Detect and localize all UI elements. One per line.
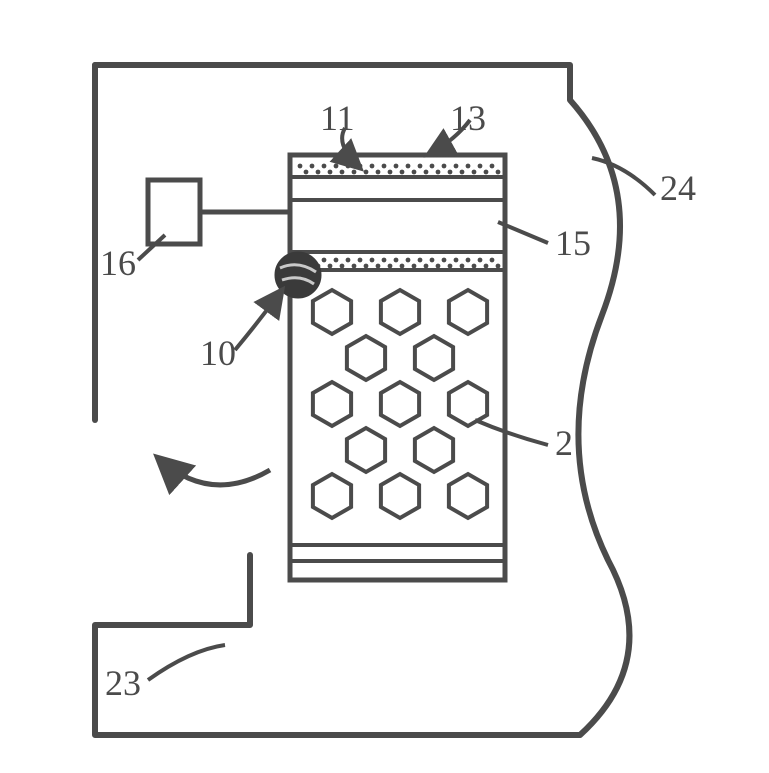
label-2: 2 bbox=[555, 423, 573, 463]
flow-arrow bbox=[158, 458, 270, 485]
leader-23 bbox=[148, 645, 225, 680]
leader-24 bbox=[592, 158, 655, 195]
leader-16 bbox=[138, 235, 165, 260]
label-11: 11 bbox=[320, 98, 355, 138]
label-24: 24 bbox=[660, 168, 696, 208]
hexagon-pack bbox=[313, 290, 487, 518]
label-23: 23 bbox=[105, 663, 141, 703]
side-device bbox=[148, 180, 290, 244]
label-15: 15 bbox=[555, 223, 591, 263]
leader-10 bbox=[235, 290, 282, 350]
top-dot-band bbox=[298, 164, 501, 175]
label-13: 13 bbox=[450, 98, 486, 138]
leader-2 bbox=[475, 420, 548, 445]
mid-dot-band bbox=[298, 258, 501, 269]
label-10: 10 bbox=[200, 333, 236, 373]
label-16: 16 bbox=[100, 243, 136, 283]
cartridge bbox=[290, 155, 505, 580]
patent-diagram: 11 13 24 15 16 10 2 23 bbox=[0, 0, 769, 773]
